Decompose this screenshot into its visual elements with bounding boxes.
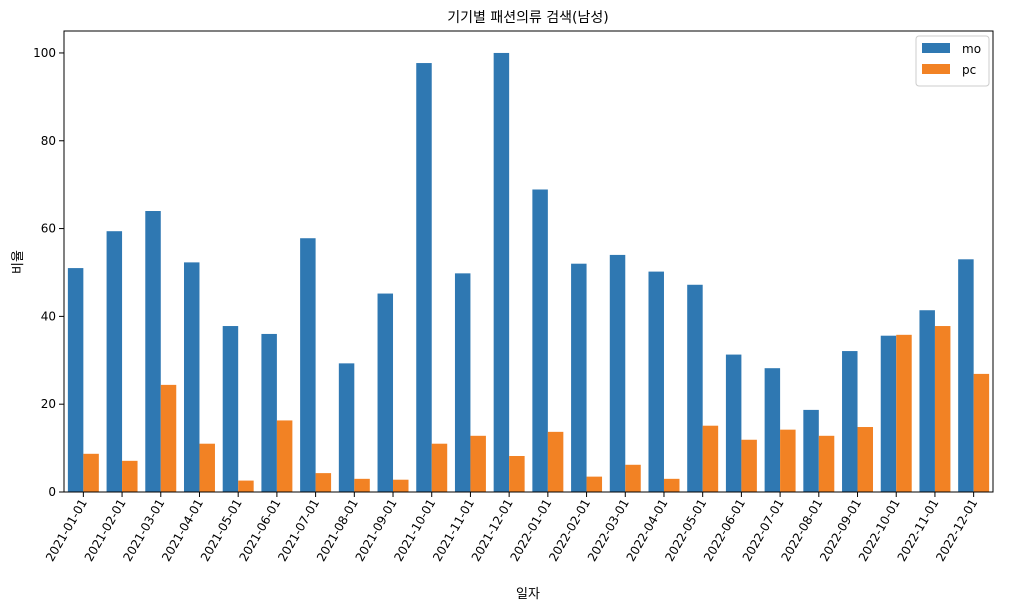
y-tick-label: 40 [41, 309, 56, 323]
bar-mo [67, 268, 84, 492]
y-tick-label: 0 [48, 485, 56, 499]
bar-pc [431, 443, 448, 492]
bar-pc [702, 425, 719, 492]
y-tick-label: 60 [41, 222, 56, 236]
bar-pc [315, 473, 332, 492]
bar-mo [842, 351, 858, 492]
bar-mo [880, 335, 897, 492]
bar-mo [609, 254, 626, 492]
bar-mo [764, 368, 781, 492]
bar-pc [586, 476, 603, 492]
plot-frame [63, 30, 994, 493]
bar-mo [300, 238, 316, 492]
bar-mo [725, 354, 742, 492]
bar-pc [857, 427, 874, 492]
bar-mo [919, 310, 935, 492]
legend-swatch-mo [922, 43, 950, 53]
bar-pc [354, 478, 370, 492]
bar-pc [625, 464, 641, 492]
bar-mo [416, 63, 432, 492]
bar-mo [493, 52, 510, 492]
bar-pc [934, 326, 951, 492]
bar-pc [818, 435, 835, 492]
bar-pc [547, 431, 564, 492]
bars [67, 52, 990, 492]
bar-pc [663, 478, 680, 492]
bar-mo [532, 189, 548, 492]
bar-mo [454, 273, 471, 492]
bar-pc [780, 429, 796, 492]
bar-mo [803, 409, 819, 492]
bar-mo [106, 231, 123, 492]
bar-pc [896, 334, 912, 492]
bar-pc [741, 439, 757, 492]
bar-mo [648, 271, 664, 492]
bar-pc [238, 480, 254, 492]
x-axis-ticks: 2021-01-012021-02-012021-03-012021-04-01… [43, 492, 980, 564]
y-tick-label: 100 [33, 46, 56, 60]
y-tick-label: 80 [41, 134, 56, 148]
bar-pc [973, 373, 990, 492]
legend-label-mo: mo [962, 42, 981, 56]
legend: mo pc [915, 35, 990, 87]
legend-swatch-pc [922, 64, 950, 74]
bar-mo [958, 259, 974, 492]
legend-label-pc: pc [962, 63, 976, 77]
bar-pc [160, 384, 177, 492]
bar-pc [276, 420, 293, 492]
y-axis-label: 비율 [11, 250, 26, 274]
bar-mo [338, 363, 355, 492]
x-tick-label: 2022-12-01 [933, 497, 980, 564]
bar-pc [83, 453, 99, 492]
bar-mo [183, 262, 200, 492]
bar-pc [122, 460, 138, 492]
bar-mo [377, 293, 394, 492]
bar-mo [687, 284, 703, 492]
bar-mo [261, 333, 277, 492]
bar-mo [571, 263, 587, 492]
x-axis-label: 일자 [516, 587, 540, 602]
bar-pc [509, 455, 525, 492]
bar-pc [199, 443, 215, 492]
bar-mo [222, 326, 239, 492]
y-tick-label: 20 [41, 397, 56, 411]
bar-pc [393, 479, 409, 492]
chart-title: 기기별 패션의류 검색(남성) [447, 10, 609, 26]
y-axis-ticks: 0 20 40 60 80 100 [33, 46, 64, 499]
bar-mo [145, 211, 161, 492]
bar-pc [470, 435, 486, 492]
